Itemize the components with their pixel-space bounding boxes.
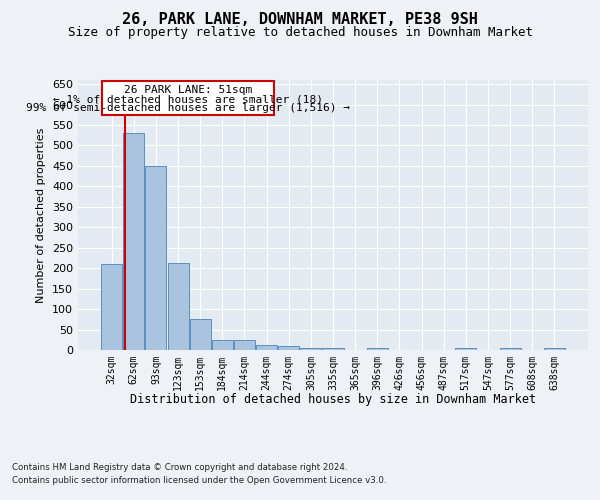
Bar: [455, 348, 476, 350]
Text: 26, PARK LANE, DOWNHAM MARKET, PE38 9SH: 26, PARK LANE, DOWNHAM MARKET, PE38 9SH: [122, 12, 478, 28]
Bar: [500, 348, 521, 350]
Bar: [145, 166, 166, 350]
Bar: [278, 346, 299, 350]
Bar: [167, 264, 188, 350]
Bar: [256, 345, 277, 350]
Text: ← 1% of detached houses are smaller (18): ← 1% of detached houses are smaller (18): [53, 94, 323, 104]
Bar: [322, 348, 344, 350]
Bar: [124, 133, 145, 350]
Bar: [190, 320, 211, 350]
Bar: [101, 264, 122, 350]
Text: Contains public sector information licensed under the Open Government Licence v3: Contains public sector information licen…: [12, 476, 386, 485]
Bar: [544, 348, 565, 350]
Bar: [212, 340, 233, 350]
Bar: [301, 348, 322, 350]
Text: Size of property relative to detached houses in Downham Market: Size of property relative to detached ho…: [67, 26, 533, 39]
Y-axis label: Number of detached properties: Number of detached properties: [37, 128, 46, 302]
Text: 99% of semi-detached houses are larger (1,516) →: 99% of semi-detached houses are larger (…: [26, 104, 350, 114]
Bar: [234, 340, 255, 350]
Text: Distribution of detached houses by size in Downham Market: Distribution of detached houses by size …: [130, 392, 536, 406]
Bar: [367, 348, 388, 350]
Bar: [102, 81, 274, 115]
Text: Contains HM Land Registry data © Crown copyright and database right 2024.: Contains HM Land Registry data © Crown c…: [12, 462, 347, 471]
Text: 26 PARK LANE: 51sqm: 26 PARK LANE: 51sqm: [124, 86, 252, 96]
